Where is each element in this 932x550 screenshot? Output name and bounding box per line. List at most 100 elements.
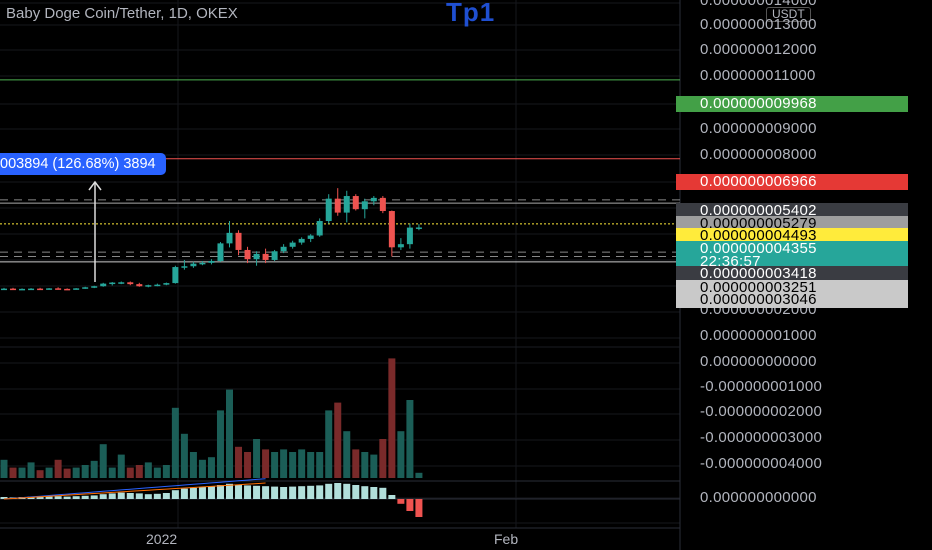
volume-bar	[198, 459, 206, 478]
candle-body	[28, 288, 35, 291]
candle-body	[379, 197, 386, 212]
macd-bar	[171, 490, 179, 499]
volume-bar	[307, 452, 315, 478]
candle-body	[37, 288, 44, 291]
volume-bar	[406, 400, 414, 478]
price-axis-label: 0.000000012000	[700, 41, 817, 58]
candle-body	[307, 235, 314, 239]
volume-bar	[45, 467, 53, 478]
macd-bar	[343, 483, 351, 499]
candle-body	[289, 242, 296, 247]
price-tag: 0.000000004493	[676, 228, 908, 244]
macd-bar	[280, 487, 288, 499]
candle-body	[109, 282, 116, 285]
macd-bar	[72, 496, 80, 499]
candle-body	[271, 251, 278, 260]
volume-bar	[27, 462, 35, 478]
price-axis-label: 0.000000008000	[700, 146, 817, 163]
macd-bar	[325, 483, 333, 499]
x-label-2022: 2022	[146, 531, 178, 547]
candle-body	[415, 227, 422, 229]
macd-bar	[361, 486, 369, 499]
price-tag: 0.000000003418	[676, 266, 908, 282]
measure-arrow-tool	[88, 180, 102, 282]
macd-bar	[189, 487, 197, 499]
macd-bar	[90, 495, 98, 499]
macd-bar	[81, 495, 89, 499]
candle-body	[253, 253, 260, 260]
macd-bar	[108, 493, 116, 499]
candle-body	[217, 243, 224, 261]
measure-label[interactable]: 003894 (126.68%) 3894	[0, 153, 166, 175]
volume-bar	[90, 460, 98, 478]
volume-bar	[99, 444, 107, 478]
macd-bar	[126, 493, 134, 499]
price-axis-label: -0.000000001000	[700, 378, 823, 395]
macd-bar	[144, 494, 152, 499]
candle-body	[163, 283, 170, 285]
volume-bar	[397, 431, 405, 478]
price-axis-label: -0.000000004000	[700, 455, 823, 472]
macd-bar	[244, 485, 252, 499]
macd-bar	[370, 487, 378, 499]
volume-bar	[343, 431, 351, 478]
volume-bar	[54, 459, 62, 478]
macd-bar	[253, 485, 261, 499]
volume-bar	[117, 454, 125, 478]
macd-histogram	[0, 478, 680, 517]
volume-bar	[226, 389, 233, 478]
volume-bar	[216, 410, 224, 478]
candle-body	[136, 284, 143, 287]
macd-bar	[54, 496, 62, 499]
macd-bar	[307, 485, 315, 499]
volume-bar	[235, 446, 243, 478]
volume-bar	[334, 402, 342, 478]
volume-bar	[262, 449, 270, 478]
volume-bar	[72, 467, 80, 478]
macd-bar	[334, 483, 342, 499]
macd-bar	[198, 487, 206, 499]
macd-bar	[36, 497, 44, 499]
volume-bar	[81, 465, 89, 478]
volume-bar	[135, 465, 143, 478]
candle-body	[1, 288, 7, 291]
volume-bar	[126, 467, 134, 478]
currency-button[interactable]: USDT	[766, 7, 811, 22]
volume-bar	[63, 468, 71, 478]
volume-bar	[18, 467, 26, 478]
volume-bar	[298, 449, 306, 478]
macd-bar	[262, 486, 270, 499]
price-axis-label: -0.000000003000	[700, 429, 823, 446]
macd-bar	[298, 486, 306, 499]
macd-bar	[415, 499, 423, 517]
price-axis-label: 0.000000014000	[700, 0, 817, 9]
candle-body	[280, 246, 287, 252]
macd-bar	[63, 496, 71, 499]
candle-body	[181, 266, 188, 268]
macd-bar	[216, 485, 224, 499]
candle-body	[64, 288, 71, 291]
volume-bar	[162, 465, 170, 478]
price-axis-label: 0.000000013000	[700, 16, 817, 33]
volume-bar	[253, 439, 261, 478]
macd-bar	[388, 495, 396, 499]
candle-body	[145, 285, 152, 287]
price-axis-label: -0.000000002000	[700, 403, 823, 420]
macd-bar	[397, 499, 405, 504]
candle-body	[397, 244, 404, 248]
macd-bar	[316, 485, 324, 499]
candle-body	[343, 196, 350, 213]
candlesticks	[1, 188, 422, 291]
candle-body	[127, 282, 134, 285]
candle-body	[73, 288, 80, 290]
macd-bar	[99, 494, 107, 499]
volume-bar	[388, 358, 396, 478]
macd-bar	[0, 497, 8, 499]
volume-bar	[244, 452, 252, 478]
tp-annotation[interactable]: Tp1	[446, 0, 496, 27]
macd-bar	[153, 493, 161, 499]
volume-bar	[316, 452, 324, 478]
x-label-feb: Feb	[494, 531, 519, 547]
macd-bar	[289, 486, 297, 499]
